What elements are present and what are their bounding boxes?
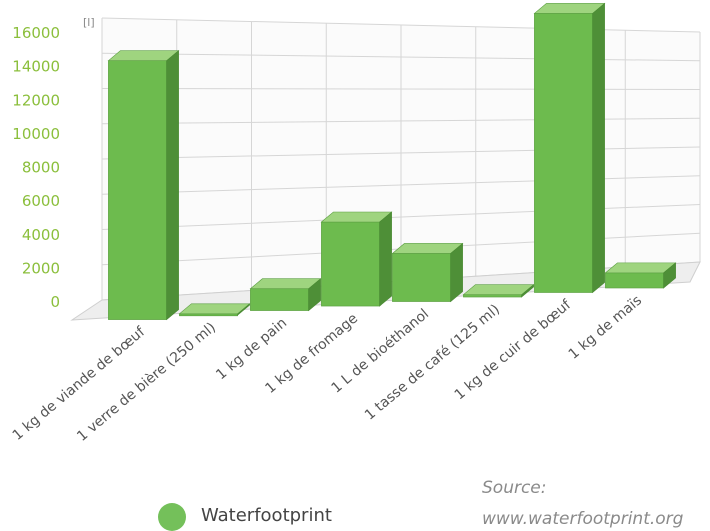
bar (391, 242, 464, 303)
y-axis-unit: [l] (83, 16, 95, 29)
x-tick-label: 1 kg de maïs (566, 292, 645, 362)
legend-label: Waterfootprint (201, 505, 332, 526)
y-tick-label: 6000 (22, 192, 60, 210)
bar (320, 211, 393, 307)
y-tick-label: 14000 (12, 58, 60, 76)
bar (533, 2, 606, 294)
bar (178, 303, 251, 317)
x-tick-label: 1 verre de bière (250 ml) (74, 320, 219, 445)
y-tick-label: 4000 (22, 226, 60, 244)
legend-swatch (158, 503, 186, 531)
x-tick-label: 1 tasse de café (125 ml) (362, 301, 503, 423)
source-label: Source: (482, 478, 547, 498)
y-tick-label: 8000 (22, 159, 60, 177)
bar (462, 284, 535, 298)
x-tick-label: 1 kg de cuir de bœuf (452, 296, 575, 403)
bar (604, 262, 677, 289)
x-tick-label: 1 kg de viande de bœuf (10, 323, 149, 443)
source-url: www.waterfootprint.org (482, 509, 684, 529)
y-tick-label: 2000 (22, 259, 60, 277)
y-tick-label: 12000 (12, 91, 60, 109)
y-tick-label: 0 (50, 293, 60, 311)
y-tick-label: 16000 (12, 24, 60, 42)
bar (107, 50, 180, 321)
y-axis: 0 2000 4000 6000 8000 10000 12000 14000 16000 [l] (12, 16, 94, 311)
bar (249, 278, 322, 312)
bars (107, 2, 677, 321)
y-tick-label: 10000 (12, 125, 60, 143)
